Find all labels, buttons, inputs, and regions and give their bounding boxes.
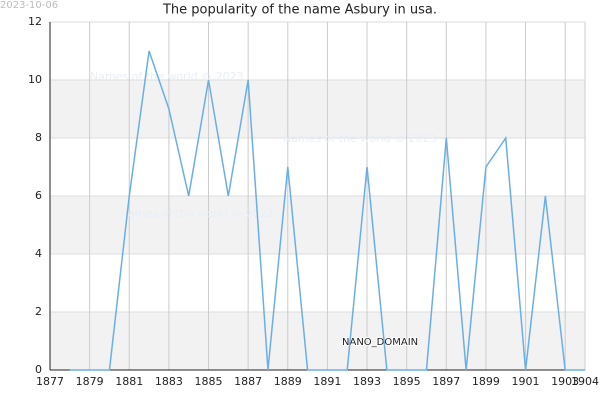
- watermark: Names of the world © 2023: [283, 132, 437, 145]
- x-tick-label: 1895: [393, 375, 421, 388]
- y-tick-label: 0: [35, 363, 42, 376]
- x-tick-label: 1897: [432, 375, 460, 388]
- chart-title: The popularity of the name Asbury in usa…: [162, 3, 437, 18]
- watermark: Names of the world © 2023: [90, 70, 244, 83]
- x-tick-label: 1893: [353, 375, 381, 388]
- grid-band: [50, 80, 585, 138]
- x-tick-label: 1877: [36, 375, 64, 388]
- y-tick-label: 6: [35, 189, 42, 202]
- x-tick-label: 1904: [571, 375, 599, 388]
- grid-band: [50, 196, 585, 254]
- x-tick-label: 1887: [234, 375, 262, 388]
- y-tick-label: 2: [35, 305, 42, 318]
- watermark: Names of the world © 2023: [120, 207, 274, 220]
- domain-label: NANO_DOMAIN: [342, 337, 418, 348]
- x-tick-label: 1881: [115, 375, 143, 388]
- date-stamp: 2023-10-06: [0, 0, 58, 11]
- y-tick-label: 8: [35, 131, 42, 144]
- grid-band: [50, 312, 585, 370]
- x-tick-label: 1891: [313, 375, 341, 388]
- x-tick-label: 1899: [472, 375, 500, 388]
- data-line: [69, 50, 585, 371]
- y-tick-label: 10: [28, 73, 42, 86]
- y-tick-label: 4: [35, 247, 42, 260]
- x-tick-label: 1901: [512, 375, 540, 388]
- x-tick-label: 1903: [551, 375, 579, 388]
- x-tick-label: 1885: [195, 375, 223, 388]
- x-tick-label: 1879: [76, 375, 104, 388]
- x-tick-label: 1889: [274, 375, 302, 388]
- x-tick-label: 1883: [155, 375, 183, 388]
- y-tick-label: 12: [28, 15, 42, 28]
